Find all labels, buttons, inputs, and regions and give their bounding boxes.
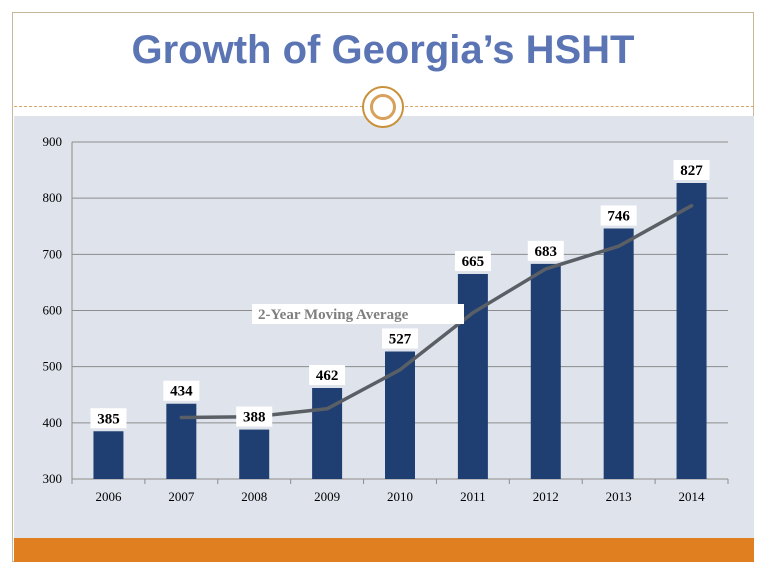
x-tick-label-2011: 2011 xyxy=(460,489,486,504)
y-tick-label: 900 xyxy=(43,134,63,149)
y-tick-label: 500 xyxy=(43,359,63,374)
data-label-background xyxy=(600,205,637,226)
axes: 300 400 500 600 700 800 900 2006 2007 2008 2009 201… xyxy=(43,134,729,504)
bar-2014 xyxy=(676,183,707,480)
bar-2012 xyxy=(530,263,561,479)
y-tick-label: 600 xyxy=(43,303,63,318)
data-label-background xyxy=(673,160,710,181)
x-tick-label-2010: 2010 xyxy=(387,489,413,504)
circle-ornament-icon xyxy=(362,86,404,128)
bar-2013 xyxy=(603,228,634,479)
data-label-2010: 527 xyxy=(389,332,412,348)
x-tick-label-2006: 2006 xyxy=(95,489,122,504)
bar-2008 xyxy=(239,429,270,479)
data-label-background xyxy=(163,380,200,401)
moving-average-label-background xyxy=(252,304,464,324)
bar-2010 xyxy=(385,351,415,479)
footer-accent-bar xyxy=(14,538,754,562)
x-tick-label-2012: 2012 xyxy=(533,489,559,504)
data-label-background xyxy=(309,365,346,386)
data-label-background xyxy=(382,328,418,349)
moving-average-label: 2-Year Moving Average xyxy=(258,307,409,323)
y-tick-label: 400 xyxy=(43,415,63,430)
x-tick-label-2014: 2014 xyxy=(679,489,706,504)
slide-title: Growth of Georgia’s HSHT xyxy=(131,28,635,72)
x-tick-label-2009: 2009 xyxy=(314,489,340,504)
x-tick-label-2008: 2008 xyxy=(241,489,267,504)
data-label-background xyxy=(454,250,491,271)
data-label-2012: 683 xyxy=(535,244,558,260)
y-tick-label: 300 xyxy=(43,471,63,486)
data-label-2008: 388 xyxy=(243,410,266,426)
data-labels: 2-Year Moving Average 385 434 388 462 527 665 6… xyxy=(90,160,710,429)
x-tick-label-2013: 2013 xyxy=(606,489,632,504)
data-label-2006: 385 xyxy=(97,411,120,427)
bar-2007 xyxy=(166,403,197,479)
data-label-2014: 827 xyxy=(680,163,703,179)
data-label-background xyxy=(236,406,273,427)
data-label-2011: 665 xyxy=(462,254,485,270)
y-tick-label: 700 xyxy=(43,246,63,261)
data-label-2013: 746 xyxy=(607,208,630,224)
data-label-background xyxy=(90,408,127,429)
data-label-background xyxy=(527,240,564,261)
data-label-2007: 434 xyxy=(170,384,193,400)
bar-series xyxy=(93,183,707,480)
y-tick-label: 800 xyxy=(43,190,63,205)
x-tick-label-2007: 2007 xyxy=(168,489,195,504)
bar-2006 xyxy=(93,431,124,479)
data-label-2009: 462 xyxy=(316,368,339,384)
